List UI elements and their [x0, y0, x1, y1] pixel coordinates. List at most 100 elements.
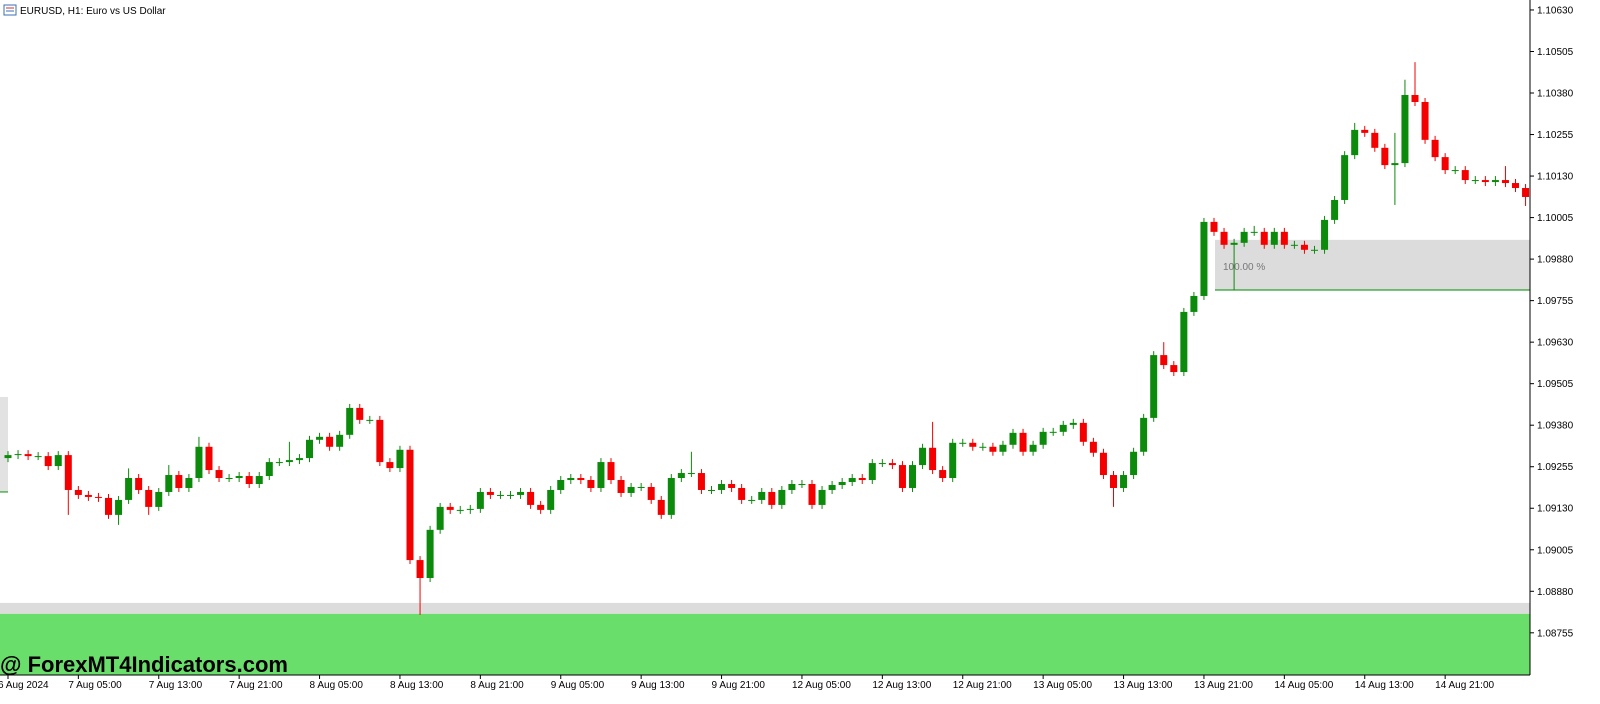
- candle-body: [657, 499, 665, 515]
- candle-body: [1290, 244, 1298, 246]
- candle-body: [708, 489, 715, 491]
- candle-body: [265, 462, 273, 477]
- candle-body: [1461, 170, 1469, 181]
- candle-body: [1190, 295, 1198, 312]
- candle-body: [919, 447, 927, 466]
- candle-body: [426, 529, 434, 579]
- candle-body: [1059, 424, 1067, 432]
- candle-body: [1361, 129, 1369, 133]
- candle-body: [406, 449, 414, 561]
- candle-body: [1170, 365, 1178, 373]
- candle-body: [1250, 231, 1258, 233]
- candle-body: [175, 475, 183, 488]
- candle-body: [748, 499, 756, 501]
- candle-body: [396, 449, 404, 469]
- candle-body: [446, 506, 454, 510]
- candle-body: [44, 456, 52, 467]
- watermark: @ ForexMT4Indicators.com: [0, 652, 288, 677]
- candle-body: [909, 465, 916, 488]
- candle-body: [939, 470, 947, 479]
- candle-body: [1471, 180, 1479, 182]
- x-tick-label: 14 Aug 13:00: [1355, 680, 1414, 691]
- chart-icon: [3, 4, 17, 16]
- candle-body: [677, 473, 685, 479]
- candle-body: [1130, 451, 1138, 476]
- candle-body: [718, 483, 726, 490]
- candle-body: [195, 446, 203, 479]
- candle-body: [1180, 311, 1188, 373]
- candle-body: [888, 463, 896, 466]
- candle-body: [818, 489, 826, 505]
- candle-body: [1391, 163, 1399, 166]
- candle-body: [1522, 188, 1530, 197]
- y-tick-label: 1.09005: [1537, 545, 1574, 556]
- candle-body: [1512, 183, 1519, 189]
- candle-body: [1009, 432, 1017, 445]
- candle-body: [225, 478, 233, 480]
- candle-body: [758, 491, 766, 500]
- y-tick-label: 1.10630: [1537, 5, 1574, 16]
- candle-body: [647, 486, 655, 500]
- candle-body: [788, 483, 796, 490]
- candle-body: [1411, 95, 1419, 102]
- candle-body: [386, 462, 394, 469]
- zone-label: 100.00 %: [1223, 262, 1265, 273]
- candle-body: [898, 465, 906, 488]
- candle-body: [1371, 132, 1379, 148]
- candle-body: [1240, 231, 1248, 243]
- candle-body: [336, 434, 344, 447]
- candle-body: [687, 473, 695, 475]
- y-tick-label: 1.10255: [1537, 130, 1574, 141]
- candle-body: [999, 444, 1007, 452]
- candle-body: [185, 478, 193, 488]
- candle-body: [697, 473, 705, 490]
- candle-body: [567, 478, 575, 481]
- candle-body: [1260, 231, 1268, 245]
- candle-body: [507, 494, 514, 496]
- x-tick-label: 7 Aug 05:00: [68, 680, 122, 691]
- candle-body: [808, 483, 816, 505]
- candle-body: [1280, 231, 1288, 245]
- y-tick-label: 1.08755: [1537, 628, 1574, 639]
- candle-body: [84, 494, 92, 497]
- x-tick-label: 14 Aug 21:00: [1435, 680, 1494, 691]
- candle-body: [959, 442, 967, 444]
- y-tick-label: 1.08880: [1537, 587, 1574, 598]
- candle-body: [436, 506, 444, 530]
- x-tick-label: 9 Aug 21:00: [712, 680, 766, 691]
- candle-body: [1120, 475, 1128, 488]
- candle-body: [1501, 180, 1509, 184]
- candle-body: [527, 491, 535, 505]
- candle-body: [1331, 199, 1339, 220]
- chart-title: EURUSD, H1: Euro vs US Dollar: [20, 6, 166, 17]
- x-tick-label: 8 Aug 05:00: [310, 680, 364, 691]
- candle-body: [155, 491, 163, 507]
- candle-body: [64, 455, 72, 490]
- candle-body: [466, 508, 474, 510]
- y-tick-label: 1.10380: [1537, 89, 1574, 100]
- candle-body: [94, 496, 102, 498]
- candle-body: [356, 407, 364, 420]
- candle-body: [255, 476, 263, 484]
- candle-body: [486, 491, 494, 495]
- y-tick-label: 1.09630: [1537, 338, 1574, 349]
- candle-body: [1270, 231, 1278, 245]
- candle-body: [326, 436, 334, 447]
- zone: [1215, 239, 1530, 290]
- candle-body: [245, 476, 253, 484]
- x-tick-label: 14 Aug 05:00: [1274, 680, 1333, 691]
- x-tick-label: 7 Aug 13:00: [149, 680, 203, 691]
- candle-body: [1049, 431, 1057, 433]
- candle-body: [285, 460, 293, 463]
- candle-body: [1200, 221, 1208, 296]
- candle-body: [145, 489, 153, 507]
- y-tick-label: 1.09130: [1537, 504, 1574, 515]
- candle-body: [1039, 431, 1047, 445]
- x-tick-label: 7 Aug 21:00: [229, 680, 283, 691]
- candle-body: [1341, 155, 1349, 200]
- candle-body: [115, 499, 123, 515]
- candle-body: [1300, 244, 1308, 250]
- x-tick-label: 6 Aug 2024: [0, 680, 49, 691]
- candle-body: [205, 446, 213, 471]
- candle-body: [1351, 129, 1359, 156]
